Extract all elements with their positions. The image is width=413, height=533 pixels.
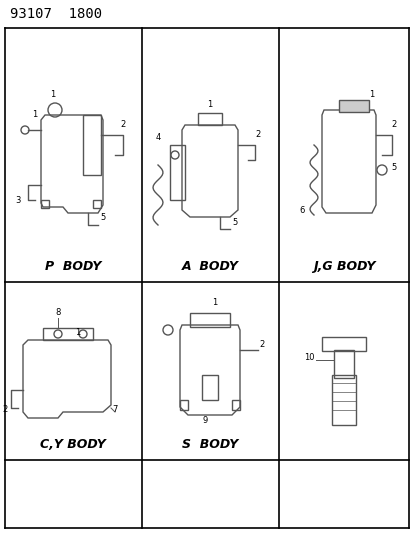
Text: S  BODY: S BODY — [181, 438, 237, 451]
Text: 1: 1 — [50, 90, 55, 99]
Bar — [180, 400, 188, 410]
Bar — [197, 113, 221, 125]
Text: 3: 3 — [15, 196, 21, 205]
Bar — [231, 400, 240, 410]
Bar — [331, 375, 355, 425]
Text: J,G BODY: J,G BODY — [312, 260, 374, 273]
Text: C,Y BODY: C,Y BODY — [40, 438, 106, 451]
Text: 2: 2 — [390, 120, 396, 129]
Text: 93107  1800: 93107 1800 — [10, 7, 102, 21]
Text: 1: 1 — [32, 110, 38, 119]
Text: 7: 7 — [112, 405, 117, 414]
Bar — [41, 200, 49, 208]
Text: 2: 2 — [259, 340, 264, 349]
Text: 1: 1 — [75, 328, 81, 337]
Text: 6: 6 — [299, 206, 304, 215]
Bar — [338, 100, 368, 112]
Bar — [333, 350, 353, 378]
Bar — [93, 200, 101, 208]
Bar — [190, 313, 230, 327]
Text: 4: 4 — [155, 133, 160, 142]
Text: 1: 1 — [368, 90, 374, 99]
Text: 1: 1 — [207, 100, 212, 109]
Text: P  BODY: P BODY — [45, 260, 101, 273]
Text: 2: 2 — [255, 130, 260, 139]
Text: 2: 2 — [2, 405, 7, 414]
Text: 9: 9 — [202, 416, 207, 425]
Text: 5: 5 — [390, 163, 396, 172]
Text: 1: 1 — [212, 298, 217, 307]
Text: A  BODY: A BODY — [181, 260, 238, 273]
Text: 5: 5 — [232, 218, 237, 227]
Text: 8: 8 — [55, 308, 61, 317]
Text: 5: 5 — [100, 213, 105, 222]
Bar — [321, 337, 365, 351]
Bar — [202, 375, 218, 400]
Text: 2: 2 — [120, 120, 125, 129]
Text: 10: 10 — [303, 353, 313, 362]
